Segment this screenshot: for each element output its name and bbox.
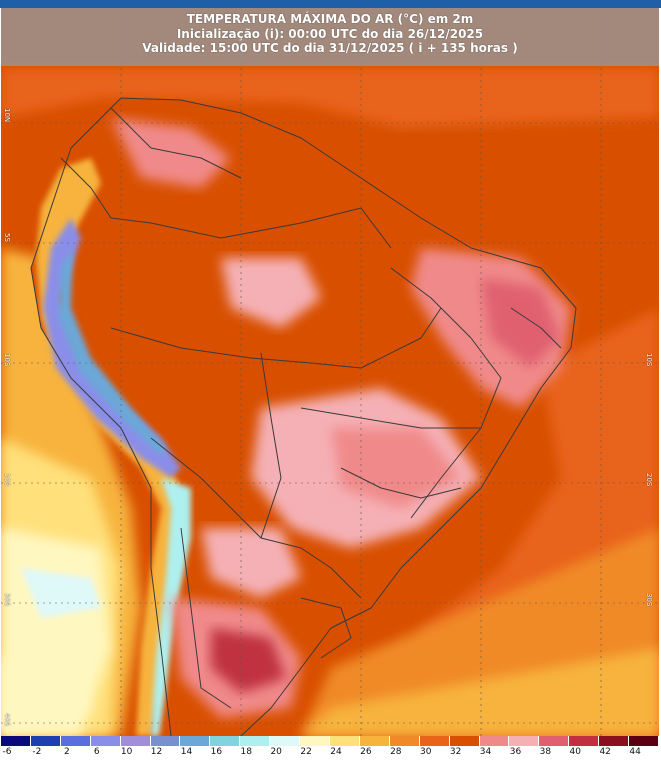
color-scale-swatch bbox=[1, 736, 31, 746]
lat-label-40s: 40S bbox=[3, 713, 11, 727]
brazil-state-border-1 bbox=[390, 267, 502, 519]
northeast-very-hot-area bbox=[481, 278, 561, 368]
paraguay-border bbox=[150, 437, 362, 599]
andes-cold-core bbox=[59, 248, 166, 456]
color-scale-tick-label: 30 bbox=[419, 747, 432, 757]
lat-label-right-20s: 20S bbox=[645, 473, 653, 487]
color-scale-swatch bbox=[120, 736, 151, 746]
lat-grid bbox=[1, 8, 659, 736]
color-scale-swatch bbox=[150, 736, 181, 746]
amazon-northern-border bbox=[150, 207, 392, 249]
venezuela-hot-area bbox=[111, 118, 231, 188]
color-scale-swatch bbox=[599, 736, 630, 746]
color-scale-swatch bbox=[359, 736, 390, 746]
color-scale-swatch bbox=[419, 736, 450, 746]
color-scale-tick-label: 40 bbox=[569, 747, 581, 757]
color-scale-tick-label: 18 bbox=[240, 747, 252, 757]
color-scale-swatch bbox=[180, 736, 211, 746]
color-scale-tick-label: -6 bbox=[2, 747, 12, 757]
color-scale-tick-label: 32 bbox=[449, 747, 462, 757]
south-atlantic-mild bbox=[301, 648, 659, 736]
lat-label-5s: 5S bbox=[3, 233, 11, 242]
color-scale-swatch bbox=[509, 736, 540, 746]
color-scale-swatch bbox=[270, 736, 301, 746]
lat-label-right-30s: 30S bbox=[645, 593, 653, 607]
color-scale-swatch bbox=[629, 736, 659, 746]
lat-label-20s: 20S bbox=[3, 473, 11, 487]
map-header: TEMPERATURA MÁXIMA DO AR (°C) em 2m Inic… bbox=[1, 8, 659, 66]
atlantic-coastline bbox=[70, 97, 577, 736]
pacific-cool-band bbox=[21, 568, 101, 618]
color-scale-swatch bbox=[479, 736, 510, 746]
color-scale-tick-label: 14 bbox=[180, 747, 193, 757]
temperature-map: TEMPERATURA MÁXIMA DO AR (°C) em 2m Inic… bbox=[1, 8, 659, 736]
southern-andes-cool bbox=[151, 478, 191, 736]
window-top-bar bbox=[0, 0, 661, 8]
lat-label-10s: 10S bbox=[3, 353, 11, 367]
color-scale-swatch bbox=[389, 736, 420, 746]
color-scale-swatch bbox=[210, 736, 241, 746]
color-scale-tick-label: 26 bbox=[360, 747, 372, 757]
color-scale-tick-label: 24 bbox=[330, 747, 342, 757]
color-scale-swatch bbox=[90, 736, 121, 746]
venezuela-colombia-border bbox=[110, 107, 242, 179]
color-scale-tick-label: 16 bbox=[210, 747, 223, 757]
color-scale-tick-label: 28 bbox=[390, 747, 402, 757]
andes-cool-strip bbox=[43, 218, 181, 478]
argentina-very-hot-core bbox=[211, 628, 286, 693]
color-scale-tick-label: 36 bbox=[509, 747, 522, 757]
color-scale-tick-label: 6 bbox=[93, 747, 100, 757]
color-scale-ticks: -6 -2 2 6 10 12 14 16 18 20 22 24 26 28 30 32 34 36 38 40 42… bbox=[1, 747, 659, 761]
chile-argentina-border bbox=[180, 527, 232, 709]
country-borders bbox=[30, 97, 577, 736]
brazil-state-border-4 bbox=[510, 307, 562, 349]
lat-label-10n: 10N bbox=[3, 108, 11, 123]
color-scale-tick-label: 44 bbox=[629, 747, 641, 757]
amazon-hot-patch bbox=[221, 258, 321, 328]
color-scale-tick-label: 12 bbox=[150, 747, 163, 757]
bolivia-border bbox=[260, 352, 282, 539]
color-scale-swatch bbox=[60, 736, 91, 746]
color-scale-tick-label: -2 bbox=[32, 747, 42, 757]
color-scale-legend: -6 -2 2 6 10 12 14 16 18 20 22 24 26 28 30 32 34 36 38 40 42… bbox=[1, 736, 659, 762]
central-hotter-area bbox=[331, 428, 461, 508]
color-scale-tick-label: 38 bbox=[539, 747, 552, 757]
color-scale-tick-label: 34 bbox=[479, 747, 492, 757]
lat-label-30s: 30S bbox=[3, 593, 11, 607]
color-scale-swatch bbox=[329, 736, 360, 746]
color-scale-swatches bbox=[1, 736, 659, 746]
color-scale-swatch bbox=[539, 736, 570, 746]
chaco-hot-area bbox=[201, 528, 301, 598]
brazil-state-border-2 bbox=[300, 407, 481, 429]
color-scale-swatch bbox=[30, 736, 61, 746]
andes-warm-strip bbox=[36, 158, 186, 736]
caribbean-field bbox=[1, 68, 659, 128]
peru-brazil-border bbox=[110, 307, 442, 369]
map-canvas bbox=[1, 8, 659, 736]
color-scale-tick-label: 20 bbox=[270, 747, 282, 757]
colombia-ecuador-border bbox=[60, 157, 152, 224]
color-scale-tick-label: 42 bbox=[599, 747, 611, 757]
pacific-coastline bbox=[30, 147, 172, 736]
initialization-time: Inicialização (i): 00:00 UTC do dia 26/1… bbox=[176, 26, 484, 41]
color-scale-tick-label: 2 bbox=[63, 747, 70, 757]
color-scale-tick-label: 10 bbox=[120, 747, 133, 757]
validity-time: Validade: 15:00 UTC do dia 31/12/2025 ( … bbox=[142, 41, 518, 55]
color-scale-tick-label: 22 bbox=[300, 747, 312, 757]
color-scale-swatch bbox=[240, 736, 271, 746]
map-title: TEMPERATURA MÁXIMA DO AR (°C) em 2m bbox=[186, 12, 474, 26]
pacific-south bbox=[1, 648, 91, 736]
color-scale-swatch bbox=[569, 736, 600, 746]
color-scale-swatch bbox=[300, 736, 330, 746]
color-scale-swatch bbox=[449, 736, 480, 746]
lat-label-right-10s: 10S bbox=[645, 353, 653, 367]
